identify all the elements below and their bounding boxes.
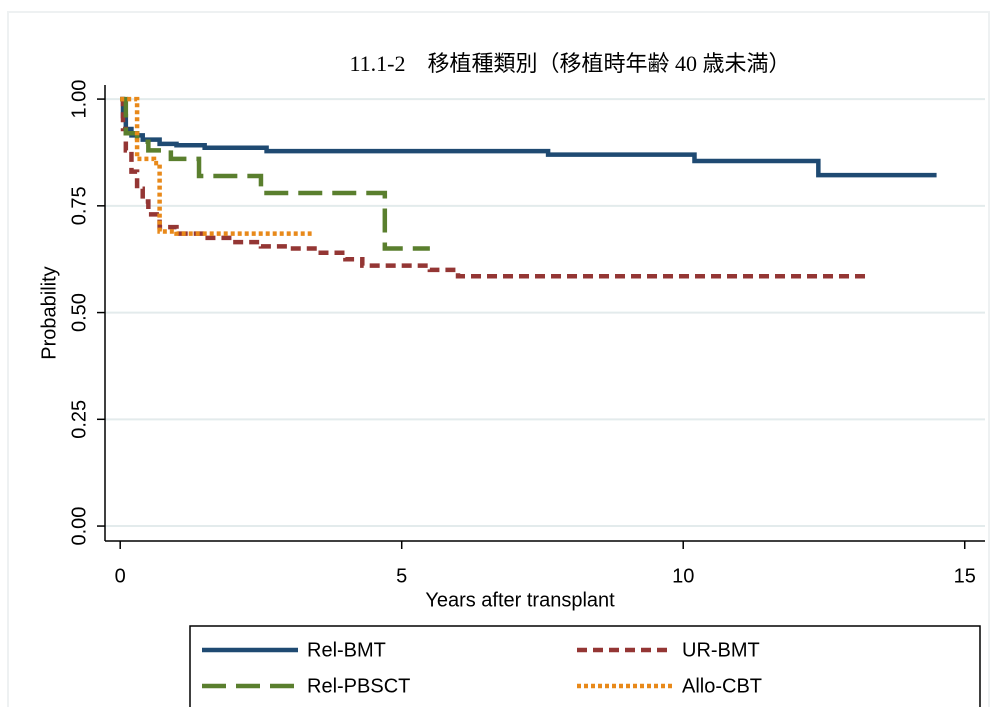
legend-label: Allo-CBT	[682, 675, 762, 697]
km-curve	[120, 96, 870, 279]
km-curve	[120, 96, 312, 236]
legend-label: UR-BMT	[682, 639, 760, 661]
x-tick-label: 15	[954, 565, 976, 587]
legend-label: Rel-PBSCT	[307, 675, 410, 697]
y-tick-label: 0.00	[68, 507, 90, 546]
y-tick-label: 1.00	[68, 80, 90, 119]
y-axis-title: Probability	[38, 266, 60, 359]
y-tick-label: 0.75	[68, 186, 90, 225]
y-tick-label: 0.25	[68, 400, 90, 439]
x-tick-label: 0	[115, 565, 126, 587]
x-tick-label: 10	[672, 565, 694, 587]
legend-label: Rel-BMT	[307, 639, 386, 661]
x-axis-title: Years after transplant	[425, 589, 615, 611]
km-curve	[120, 96, 430, 251]
chart-title: 11.1-2 移植種類別（移植時年齢 40 歳未満）	[349, 51, 790, 76]
x-tick-label: 5	[396, 565, 407, 587]
legend-box	[189, 625, 981, 707]
outer-frame	[7, 11, 990, 707]
y-tick-label: 0.50	[68, 293, 90, 332]
